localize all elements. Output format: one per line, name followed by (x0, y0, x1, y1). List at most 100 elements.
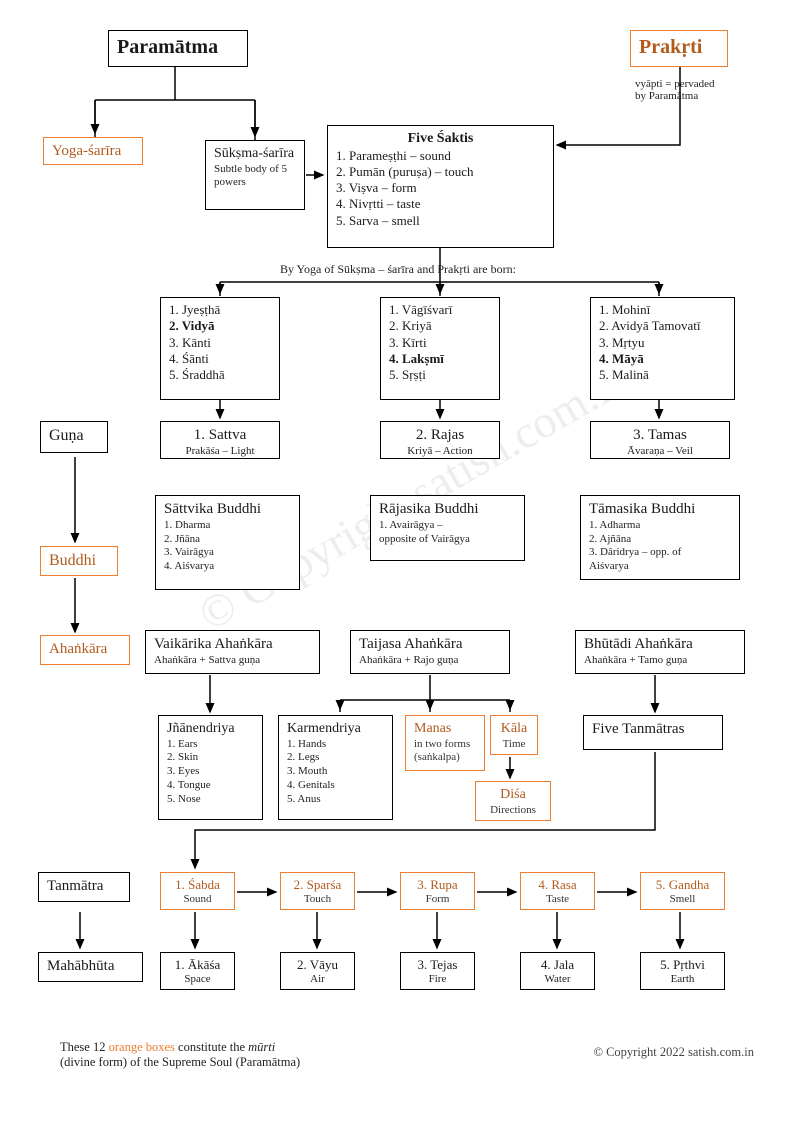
sakti-3: 4. Nivṛtti – taste (336, 196, 545, 212)
t2t: 3. Rupa (409, 877, 466, 893)
g2-0: 1. Vāgīśvarī (389, 302, 491, 318)
t4t: 5. Gandha (649, 877, 716, 893)
m0s: Space (169, 973, 226, 987)
suksma-box: Sūkṣma-śarīra Subtle body of 5 powers (205, 140, 305, 210)
tanmatra-0: 1. Śabda Sound (160, 872, 235, 910)
jnanendriya-box: Jñānendriya 1. Ears 2. Skin 3. Eyes 4. T… (158, 715, 263, 820)
mn-t: Manas (414, 720, 476, 738)
t3s: Taste (529, 893, 586, 907)
jn-2: 3. Eyes (167, 765, 254, 779)
sakti-1: 2. Pumān (puruṣa) – touch (336, 164, 545, 180)
ahankara-label: Ahaṅkāra (49, 641, 107, 657)
tanmatra-3: 4. Rasa Taste (520, 872, 595, 910)
g3-0: 1. Mohinī (599, 302, 726, 318)
tj-t: Taijasa Ahaṅkāra (359, 635, 501, 654)
km-0: 1. Hands (287, 738, 384, 752)
mahabhuta-3: 4. Jala Water (520, 952, 595, 990)
guna-label: Guṇa (49, 427, 84, 444)
five-tanmatras-box: Five Tanmātras (583, 715, 723, 750)
mahabhuta-2: 3. Tejas Fire (400, 952, 475, 990)
paramatma-text: Paramātma (117, 35, 239, 60)
t0t: 1. Śabda (169, 877, 226, 893)
group3-box: 1. Mohinī 2. Avidyā Tamovatī 3. Mṛtyu 4.… (590, 297, 735, 400)
jn-3: 4. Tongue (167, 779, 254, 793)
g1-4: 5. Śraddhā (169, 367, 271, 383)
m4t: 5. Pṛthvi (649, 957, 716, 973)
suksma-sub: Subtle body of 5 powers (214, 163, 296, 191)
prakrti-box: Prakṛti (630, 30, 728, 67)
g1-0: 1. Jyeṣṭhā (169, 302, 271, 318)
bh-t: Bhūtādi Ahaṅkāra (584, 635, 736, 654)
prakrti-text: Prakṛti (639, 35, 719, 60)
sattva-box: 1. Sattva Prakāśa – Light (160, 421, 280, 459)
va-t: Vaikārika Ahaṅkāra (154, 635, 311, 654)
paramatma-box: Paramātma (108, 30, 248, 67)
tamas-box: 3. Tamas Āvaraṇa – Veil (590, 421, 730, 459)
m2t: 3. Tejas (409, 957, 466, 973)
g3-2: 3. Mṛtyu (599, 335, 726, 351)
m0t: 1. Ākāśa (169, 957, 226, 973)
vaikarika-box: Vaikārika Ahaṅkāra Ahaṅkāra + Sattva guṇ… (145, 630, 320, 674)
sattvika-buddhi-box: Sāttvika Buddhi 1. Dharma 2. Jñāna 3. Va… (155, 495, 300, 590)
ft-t: Five Tanmātras (592, 721, 684, 737)
yoga-sarira-box: Yoga-śarīra (43, 137, 143, 165)
g3-3: 4. Māyā (599, 351, 726, 367)
sb-t: Sāttvika Buddhi (164, 500, 291, 519)
sb-1: 2. Jñāna (164, 533, 291, 547)
km-3: 4. Genitals (287, 779, 384, 793)
m2s: Fire (409, 973, 466, 987)
g3-1: 2. Avidyā Tamovatī (599, 318, 726, 334)
m1s: Air (289, 973, 346, 987)
sb-3: 4. Aiśvarya (164, 560, 291, 574)
t2s: Form (409, 893, 466, 907)
mahabhuta-label-box: Mahābhūta (38, 952, 143, 982)
t1s: Touch (289, 893, 346, 907)
t0s: Sound (169, 893, 226, 907)
suksma-title: Sūkṣma-śarīra (214, 145, 296, 163)
m3s: Water (529, 973, 586, 987)
g1-3: 4. Śānti (169, 351, 271, 367)
km-t: Karmendriya (287, 720, 384, 738)
fn2: orange boxes (109, 1040, 175, 1054)
rajas-box: 2. Rajas Kriyā – Action (380, 421, 500, 459)
rajasika-buddhi-box: Rājasika Buddhi 1. Avairāgya – opposite … (370, 495, 525, 561)
copyright: © Copyright 2022 satish.com.in (593, 1045, 754, 1060)
km-4: 5. Anus (287, 793, 384, 807)
t4s: Smell (649, 893, 716, 907)
g2-3: 4. Lakṣmī (389, 351, 491, 367)
rb-t: Rājasika Buddhi (379, 500, 516, 519)
t3t: 4. Rasa (529, 877, 586, 893)
buddhi-label-box: Buddhi (40, 546, 118, 576)
g1-1: 2. Vidyā (169, 318, 271, 334)
ahankara-label-box: Ahaṅkāra (40, 635, 130, 665)
tb-0: 1. Adharma (589, 519, 731, 533)
tb-3: Aiśvarya (589, 560, 731, 574)
m3t: 4. Jala (529, 957, 586, 973)
va-s: Ahaṅkāra + Sattva guṇa (154, 654, 311, 668)
mahabhuta-0: 1. Ākāśa Space (160, 952, 235, 990)
taijasa-box: Taijasa Ahaṅkāra Ahaṅkāra + Rajo guṇa (350, 630, 510, 674)
manas-box: Manas in two forms (saṅkalpa) (405, 715, 485, 771)
m4s: Earth (649, 973, 716, 987)
mahabhuta-4: 5. Pṛthvi Earth (640, 952, 725, 990)
bhutadi-box: Bhūtādi Ahaṅkāra Ahaṅkāra + Tamo guṇa (575, 630, 745, 674)
km-2: 3. Mouth (287, 765, 384, 779)
ds-s: Directions (484, 804, 542, 818)
bh-s: Ahaṅkāra + Tamo guṇa (584, 654, 736, 668)
tanmatra-label: Tanmātra (47, 878, 103, 894)
buddhi-label: Buddhi (49, 552, 96, 569)
footer-note: These 12 orange boxes constitute the mūr… (60, 1040, 300, 1070)
mn-s2: (saṅkalpa) (414, 751, 476, 765)
tanmatra-4: 5. Gandha Smell (640, 872, 725, 910)
tb-1: 2. Ajñāna (589, 533, 731, 547)
mn-s1: in two forms (414, 738, 476, 752)
tamas-n: 3. Tamas (599, 426, 721, 445)
karmendriya-box: Karmendriya 1. Hands 2. Legs 3. Mouth 4.… (278, 715, 393, 820)
g2-4: 5. Sṛṣṭi (389, 367, 491, 383)
sakti-2: 3. Viṣva – form (336, 180, 545, 196)
g2-1: 2. Kriyā (389, 318, 491, 334)
rajas-n: 2. Rajas (389, 426, 491, 445)
fn5: (divine form) of the Supreme Soul (Param… (60, 1055, 300, 1069)
g1-2: 3. Kānti (169, 335, 271, 351)
fn1: These 12 (60, 1040, 109, 1054)
